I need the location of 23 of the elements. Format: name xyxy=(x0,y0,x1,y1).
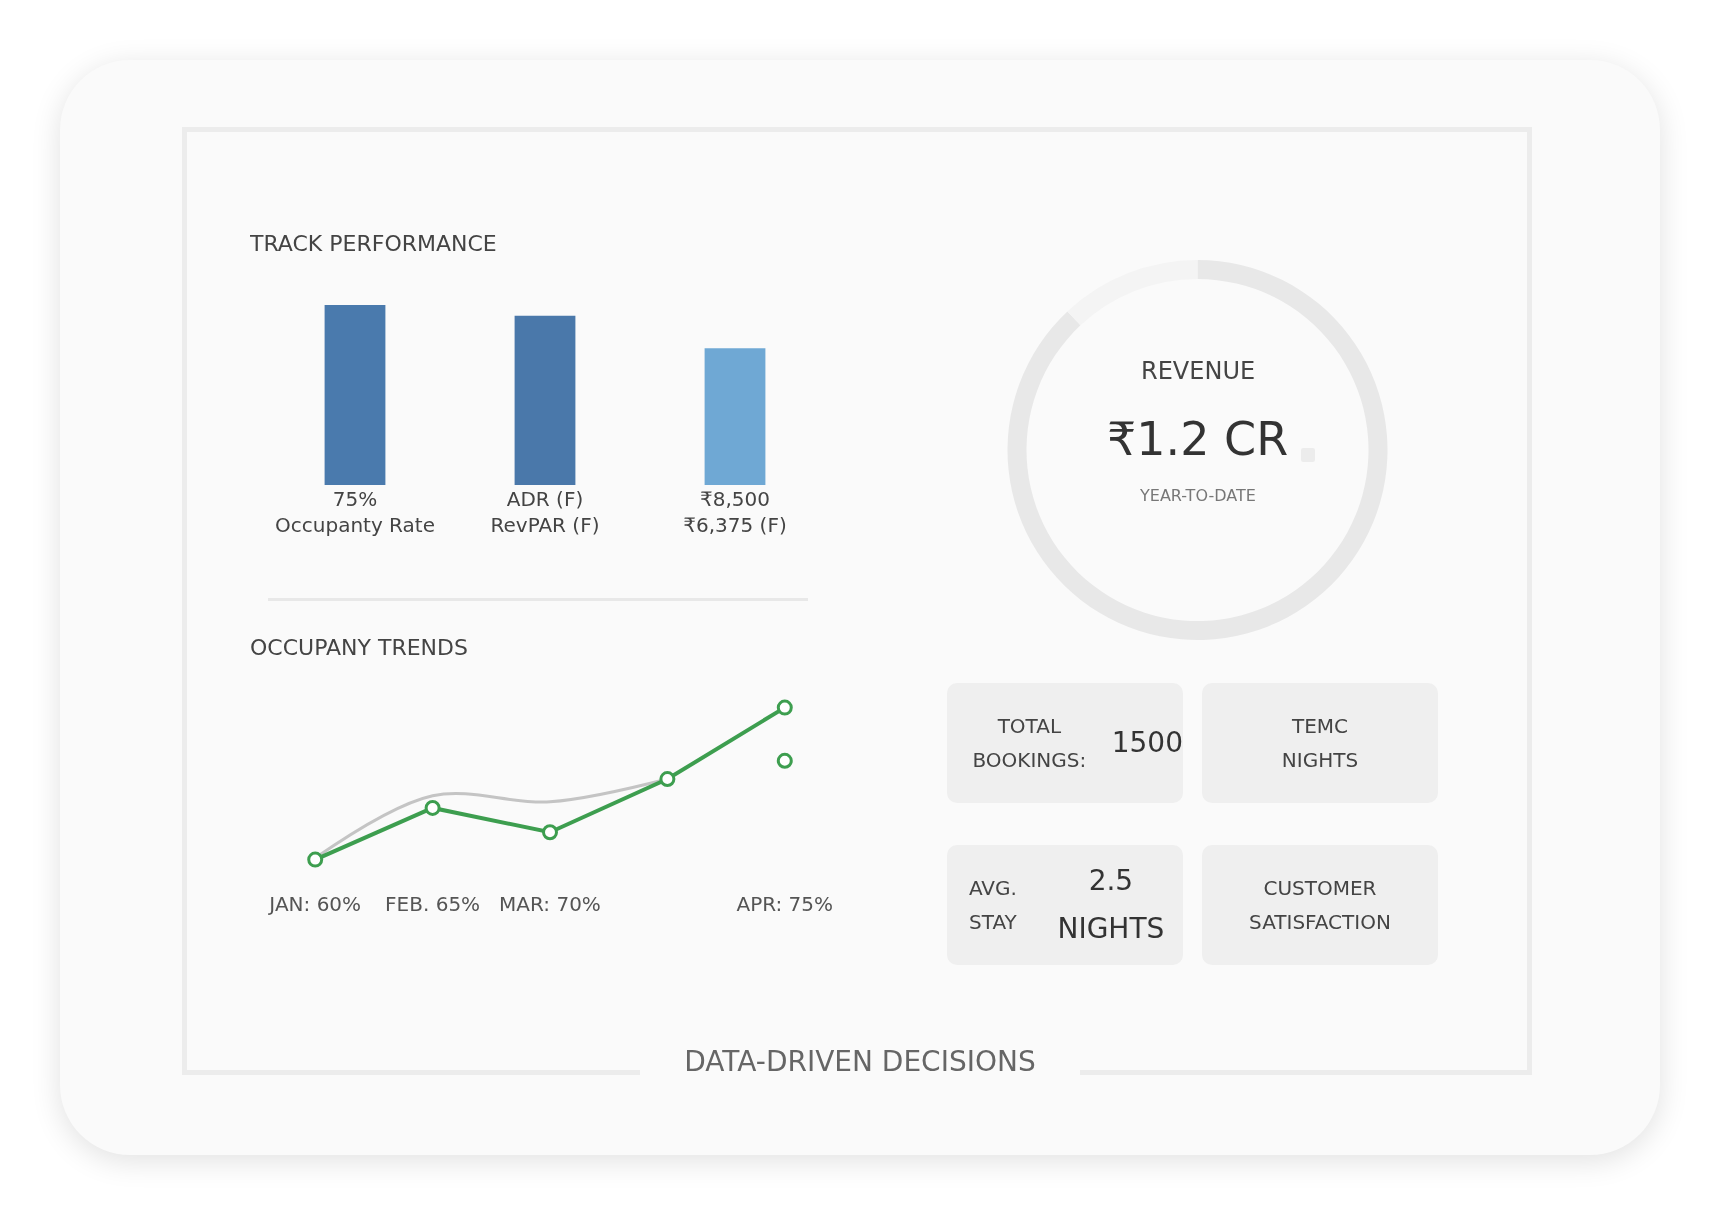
x-tick-label: APR: 75% xyxy=(736,892,834,916)
chart-title: TRACK PERFORMANCE xyxy=(249,230,497,256)
point xyxy=(424,799,441,816)
point xyxy=(776,752,793,769)
x-tick-label: FEB. 65% xyxy=(385,892,481,916)
text: TOTAL BOOKINGS: 1500 xyxy=(972,714,1183,772)
text: DATA-DRIVEN DECISIONS xyxy=(640,1045,1080,1078)
text: AVG. STAY 2.5 NIGHTS xyxy=(968,864,1165,945)
point xyxy=(659,771,676,788)
text: REVENUE xyxy=(1141,357,1256,385)
x-tick-label: 75% Occupanty Rate xyxy=(275,487,435,537)
text: CUSTOMER SATISFACTION xyxy=(1202,845,1438,965)
point xyxy=(307,851,324,868)
x-tick-label: MAR: 70% xyxy=(499,892,601,916)
text: ₹1.2 CR xyxy=(1107,412,1289,466)
x-tick-label: JAN: 60% xyxy=(267,892,362,916)
point xyxy=(776,699,793,716)
x-tick-label: ₹8,500 ₹6,375 (F) xyxy=(683,487,787,537)
text: YEAR-TO-DATE xyxy=(1139,486,1256,505)
point xyxy=(542,824,558,841)
text: TEMC NIGHTS xyxy=(1202,683,1438,803)
x-tick-label: ADR (F) RevPAR (F) xyxy=(490,487,600,537)
chart-title: OCCUPANY TRENDS xyxy=(250,635,468,660)
